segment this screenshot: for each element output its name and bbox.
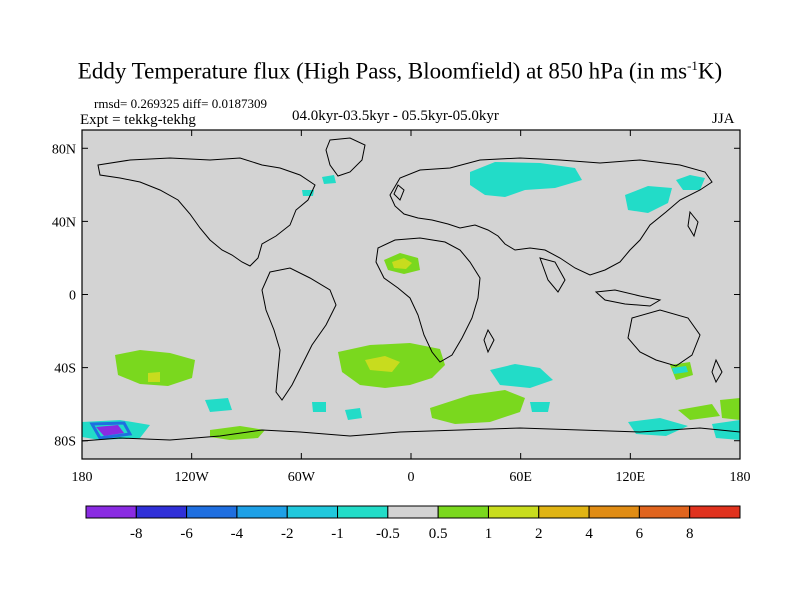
coast-greenland: [325, 137, 366, 177]
map-background: [82, 130, 740, 459]
blue-ring-ross: [89, 421, 133, 440]
map-title: Eddy Temperature flux (High Pass, Bloomf…: [77, 58, 723, 84]
purple-core-ross: [96, 425, 124, 436]
lon-tick-label: 120W: [175, 470, 210, 485]
coast-new-zealand: [711, 358, 723, 384]
lat-tick-label: 80S: [54, 435, 76, 450]
coast-south-america: [261, 267, 337, 401]
colorbar-label: -6: [180, 526, 193, 542]
stats-text: rmsd= 0.269325 diff= 0.0187309: [94, 96, 267, 111]
colorbar-label: -1: [331, 526, 344, 542]
green-patch-southernocean: [678, 404, 720, 420]
cyan-patch-indian1: [490, 364, 553, 388]
season-label: JJA: [712, 111, 735, 127]
colorbar-swatch: [286, 505, 339, 519]
colorbar-label: 6: [636, 526, 644, 542]
cyan-patch-eastasia: [625, 186, 672, 213]
colorbar-swatch: [85, 505, 137, 519]
colorbar-swatch: [337, 505, 389, 519]
coast-indonesia: [594, 289, 662, 307]
yellow-core-sahara: [392, 258, 412, 269]
colorbar-label: -0.5: [376, 526, 400, 542]
colorbar-swatch: [638, 505, 691, 519]
cyan-patch-pacific: [676, 175, 705, 190]
longitude-ticks: 180 120W 60W 0 60E 120E 180: [72, 130, 751, 485]
lon-tick-label: 60E: [509, 470, 532, 485]
coast-india: [539, 257, 566, 293]
coast-north-america: [97, 157, 316, 267]
colorbar-swatch: [135, 505, 188, 519]
lon-tick-label: 120E: [616, 470, 646, 485]
lon-tick-label: 180: [72, 470, 93, 485]
colorbar-label: -8: [130, 526, 143, 542]
cyan-patch-atl2: [345, 408, 362, 420]
colorbar-label: 8: [686, 526, 694, 542]
lon-tick-label: 60W: [288, 470, 316, 485]
colorbar-swatch: [387, 505, 439, 519]
coast-antarctica: [81, 427, 741, 442]
colorbar-swatch: [487, 505, 540, 519]
coast-africa: [375, 237, 481, 363]
colorbar-swatch: [538, 505, 590, 519]
lat-tick-label: 80N: [52, 142, 76, 157]
colorbar-swatch: [186, 505, 238, 519]
colorbar-label: -2: [281, 526, 294, 542]
green-patch-tasman: [720, 398, 740, 420]
green-patch-southpacific: [115, 350, 195, 386]
cyan-patch-tasman2: [712, 420, 740, 440]
yellow-core-southpacific: [148, 372, 160, 382]
period-label: 04.0kyr-03.5kyr - 05.5kyr-05.0kyr: [292, 108, 499, 124]
cyan-patch-weddell: [312, 402, 326, 412]
colorbar-label: 1: [485, 526, 493, 542]
cyan-patch-siberia: [470, 162, 582, 197]
lat-tick-label: 40S: [54, 362, 76, 377]
colorbar-label: 2: [535, 526, 543, 542]
cyan-patch-arctic: [322, 175, 336, 184]
lon-tick-label: 0: [408, 470, 415, 485]
colorbar-swatch: [689, 505, 741, 519]
colorbar: -8 -6 -4 -2 -1 -0.5 0.5 1 2 4 6 8: [85, 505, 741, 542]
colorbar-label: 4: [585, 526, 593, 542]
latitude-ticks: 80N 40N 0 40S 80S: [52, 142, 740, 450]
coast-madagascar: [483, 328, 495, 354]
coast-uk: [393, 184, 405, 201]
lat-tick-label: 40N: [52, 215, 76, 230]
colorbar-label: -4: [231, 526, 244, 542]
coastlines: [81, 137, 741, 442]
colorbar-swatch: [588, 505, 640, 519]
colorbar-swatch: [437, 505, 489, 519]
coast-japan: [687, 210, 699, 238]
cyan-patch-australia: [672, 366, 688, 374]
colorbar-label: 0.5: [429, 526, 448, 542]
lon-tick-label: 180: [730, 470, 751, 485]
cyan-patch-indian2: [530, 402, 550, 412]
colorbar-swatch: [236, 505, 288, 519]
lat-tick-label: 0: [69, 289, 76, 304]
green-patch-indian: [430, 390, 525, 424]
coast-eurasia: [389, 157, 713, 276]
yellow-core-southatlantic: [365, 356, 400, 372]
experiment-label: Expt = tekkg-tekhg: [80, 112, 196, 128]
anomaly-fills: [82, 162, 740, 440]
coast-australia: [627, 309, 701, 367]
cyan-patch-drake: [205, 398, 232, 412]
